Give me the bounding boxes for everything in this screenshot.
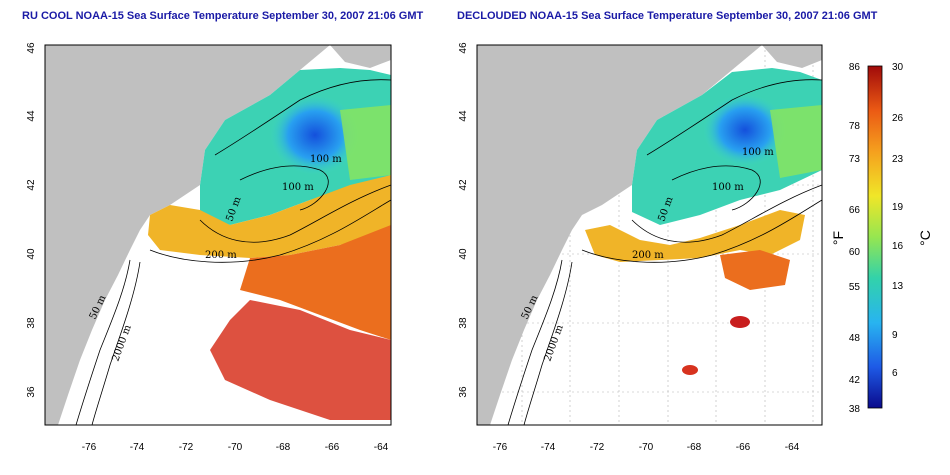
c-label: 6 <box>892 368 898 379</box>
left-y-tick: 38 <box>26 317 37 329</box>
left-x-tick: -70 <box>228 442 243 453</box>
right-x-tick: -68 <box>687 442 702 453</box>
left-y-tick: 44 <box>26 110 37 122</box>
left-map-panel: 100 m 100 m 50 m 200 m 50 m 2000 m <box>44 44 392 426</box>
right-map-panel: 100 m 100 m 50 m 200 m 50 m 2000 m <box>476 44 823 426</box>
right-red-patch <box>730 316 750 328</box>
left-x-tick: -68 <box>276 442 291 453</box>
f-label: 48 <box>849 333 861 344</box>
left-x-tick: -72 <box>179 442 194 453</box>
c-label: 16 <box>892 241 904 252</box>
left-land <box>45 45 330 425</box>
right-label-100m-b: 100 m <box>712 182 744 193</box>
left-label-100m-b: 100 m <box>282 182 314 193</box>
c-label: 9 <box>892 330 898 341</box>
right-y-tick: 42 <box>458 179 469 191</box>
left-cold-core <box>270 95 360 175</box>
c-label: 19 <box>892 202 904 213</box>
right-x-axis: -76 -74 -72 -70 -68 -66 -64 <box>493 442 800 453</box>
f-label: 55 <box>849 282 861 293</box>
right-x-tick: -66 <box>736 442 751 453</box>
left-sst-green <box>340 105 391 180</box>
right-map-border <box>476 44 823 426</box>
f-label: 38 <box>849 404 861 415</box>
right-red-patch <box>682 365 698 375</box>
right-x-tick: -72 <box>590 442 605 453</box>
colorbar-gradient <box>867 65 883 409</box>
left-sst-warm <box>148 175 391 258</box>
f-label: 66 <box>849 205 861 216</box>
right-land-ne <box>762 45 822 68</box>
right-y-tick: 40 <box>458 248 469 260</box>
right-x-tick: -74 <box>541 442 556 453</box>
c-label: 13 <box>892 281 904 292</box>
colorbar-celsius-labels: 30 26 23 19 16 13 9 6 <box>892 62 904 379</box>
f-label: 73 <box>849 154 861 165</box>
left-y-axis: 36 38 40 42 44 46 <box>26 42 37 398</box>
colorbar: 86 78 73 66 60 55 48 42 38 30 26 23 19 1… <box>830 62 933 415</box>
right-x-tick: -76 <box>493 442 508 453</box>
right-land <box>477 45 762 425</box>
right-y-tick: 44 <box>458 110 469 122</box>
c-label: 23 <box>892 154 904 165</box>
left-map-border <box>44 44 392 426</box>
left-y-tick: 40 <box>26 248 37 260</box>
left-map-title: RU COOL NOAA-15 Sea Surface Temperature … <box>22 10 424 22</box>
right-cold-core <box>703 94 787 166</box>
unit-fahrenheit: °F <box>830 231 846 245</box>
left-x-tick: -66 <box>325 442 340 453</box>
left-y-tick: 46 <box>26 42 37 54</box>
right-sst-hot-patch <box>720 250 790 290</box>
right-label-200m: 200 m <box>632 250 664 261</box>
left-label-200m: 200 m <box>205 250 237 261</box>
left-x-tick: -74 <box>130 442 145 453</box>
left-x-tick: -76 <box>82 442 97 453</box>
right-label-100m-a: 100 m <box>742 147 774 158</box>
c-label: 26 <box>892 113 904 124</box>
right-sst-warm <box>585 210 805 262</box>
unit-celsius: °C <box>917 230 933 246</box>
right-y-axis: 36 38 40 42 44 46 <box>458 42 469 398</box>
f-label: 60 <box>849 247 861 258</box>
left-y-tick: 36 <box>26 386 37 398</box>
left-label-100m-a: 100 m <box>310 154 342 165</box>
right-y-tick: 38 <box>458 317 469 329</box>
right-x-tick: -64 <box>785 442 800 453</box>
f-label: 86 <box>849 62 861 73</box>
left-land-ne <box>330 45 391 68</box>
colorbar-fahrenheit-labels: 86 78 73 66 60 55 48 42 38 <box>849 62 861 415</box>
left-sst-hot <box>240 225 391 340</box>
left-x-tick: -64 <box>374 442 389 453</box>
right-map-title: DECLOUDED NOAA-15 Sea Surface Temperatur… <box>457 10 878 22</box>
left-y-tick: 42 <box>26 179 37 191</box>
left-x-axis: -76 -74 -72 -70 -68 -66 -64 <box>82 442 389 453</box>
f-label: 78 <box>849 121 861 132</box>
right-x-tick: -70 <box>639 442 654 453</box>
right-sst-green <box>770 105 822 178</box>
right-y-tick: 46 <box>458 42 469 54</box>
left-contours <box>75 79 392 426</box>
right-contours <box>507 79 823 426</box>
left-sst-red <box>210 300 391 420</box>
c-label: 30 <box>892 62 904 73</box>
right-y-tick: 36 <box>458 386 469 398</box>
f-label: 42 <box>849 375 861 386</box>
